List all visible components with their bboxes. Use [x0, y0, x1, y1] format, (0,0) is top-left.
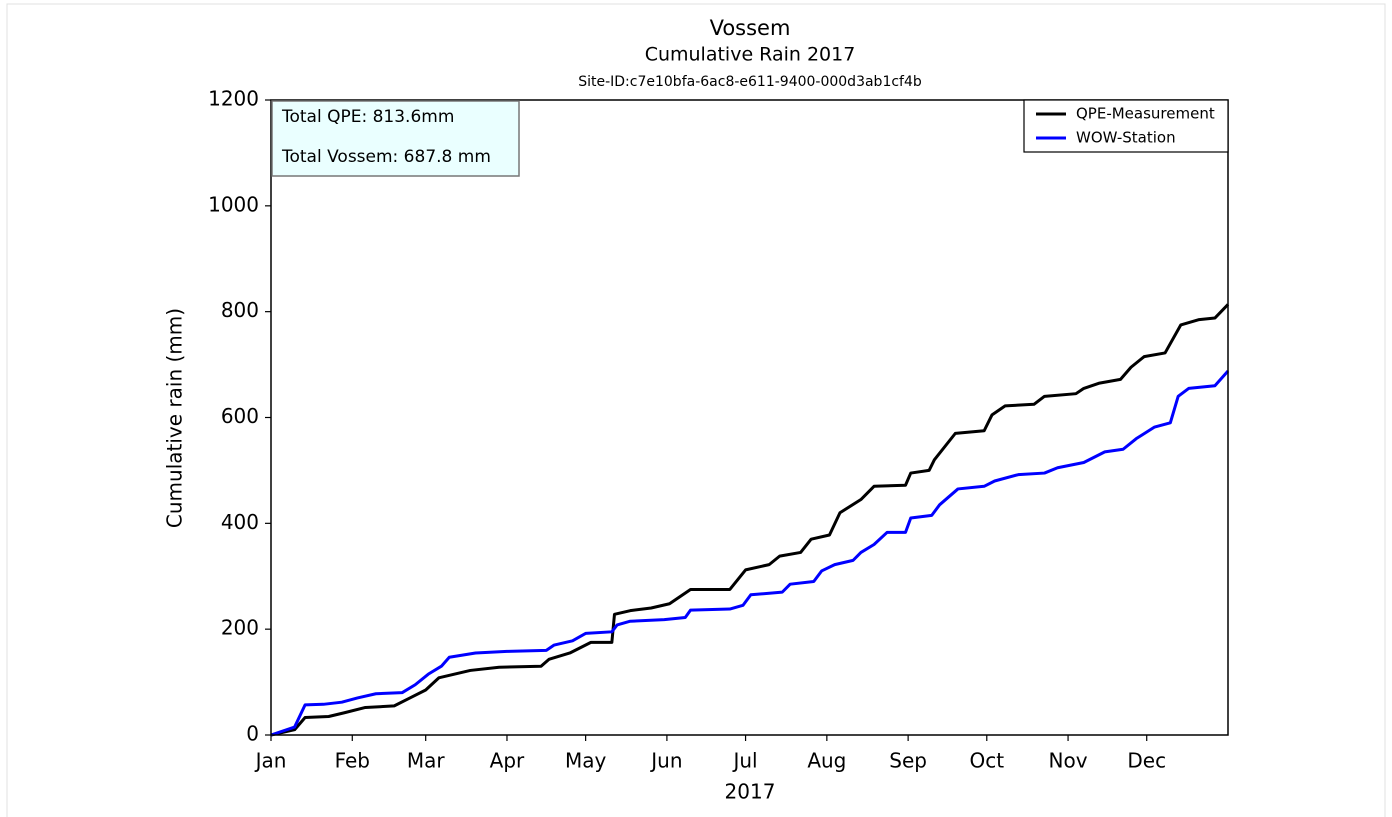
x-tick-label: Sep	[889, 749, 927, 773]
y-tick-label: 1200	[208, 87, 259, 111]
x-tick-label: Feb	[335, 749, 370, 773]
annotation-box	[271, 100, 520, 177]
plot-frame	[270, 99, 1229, 736]
series-line	[270, 303, 1230, 737]
annotation: Total Vossem: 687.8 mm	[281, 147, 491, 167]
legend-box	[1023, 99, 1229, 153]
y-tick-label: 200	[221, 616, 259, 640]
legend-label: QPE-Measurement	[1076, 105, 1215, 123]
x-tick-label: May	[565, 749, 607, 773]
y-tick-label: 400	[221, 510, 259, 534]
x-tick-label: Dec	[1127, 749, 1166, 773]
x-tick-label: Aug	[807, 749, 846, 773]
legend-label: WOW-Station	[1076, 129, 1176, 147]
y-tick-label: 800	[221, 298, 259, 322]
site-id: Site-ID:c7e10bfa-6ac8-e611-9400-000d3ab1…	[578, 74, 922, 90]
x-tick-label: Jan	[254, 749, 287, 773]
x-tick-label: Mar	[407, 749, 446, 773]
chart-subtitle: Cumulative Rain 2017	[645, 44, 856, 66]
y-tick-label: 1000	[208, 192, 259, 216]
x-tick-label: Jul	[731, 749, 757, 773]
y-axis-label: Cumulative rain (mm)	[163, 308, 187, 528]
x-tick-label: Apr	[490, 749, 525, 773]
chart-title: Vossem	[710, 16, 791, 40]
x-tick-label: Oct	[969, 749, 1004, 773]
y-tick-label: 600	[221, 404, 259, 428]
x-axis-label: 2017	[725, 780, 776, 804]
series-line	[270, 370, 1230, 737]
x-tick-label: Jun	[649, 749, 682, 773]
annotation: Total QPE: 813.6mm	[281, 107, 454, 127]
y-tick-label: 0	[246, 722, 259, 746]
x-tick-label: Nov	[1049, 749, 1088, 773]
frame	[6, 3, 1386, 817]
